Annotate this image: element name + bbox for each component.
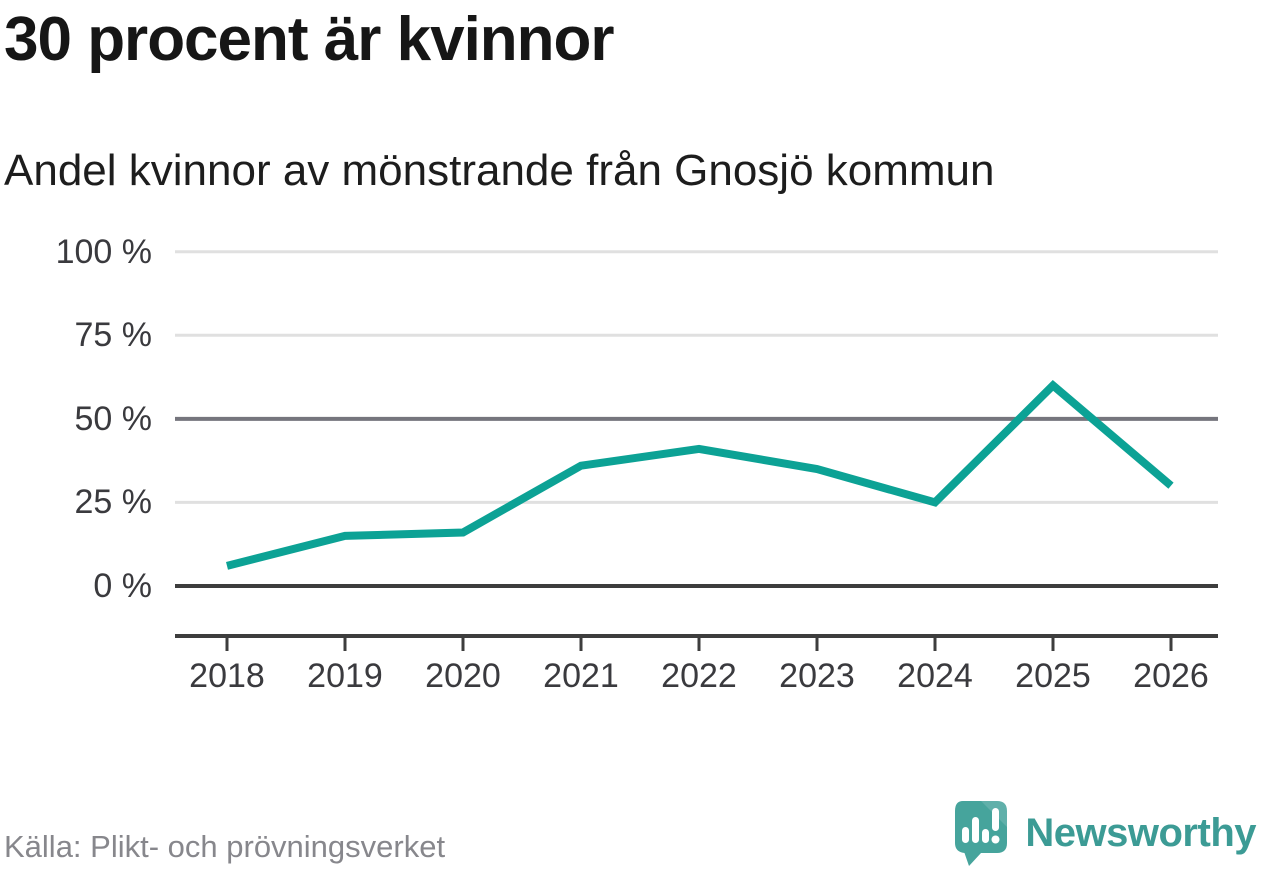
x-axis-tick-label: 2023: [779, 657, 855, 695]
page-title: 30 procent är kvinnor: [4, 5, 615, 74]
y-axis-tick-label: 100 %: [55, 232, 152, 271]
x-axis-tick-label: 2020: [425, 657, 501, 695]
y-axis-tick-label: 50 %: [74, 399, 153, 438]
chart-subtitle: Andel kvinnor av mönstrande från Gnosjö …: [4, 146, 995, 195]
x-axis-tick-label: 2018: [189, 657, 265, 695]
y-axis-tick-label: 75 %: [74, 316, 153, 355]
x-axis-tick-label: 2025: [1015, 657, 1091, 695]
y-axis-tick-label: 25 %: [74, 483, 153, 522]
brand-logo: Newsworthy: [947, 799, 1256, 867]
y-axis-tick-label: 0 %: [93, 567, 152, 605]
data-line-series: [226, 379, 1174, 570]
x-axis-tick-label: 2019: [307, 657, 383, 695]
x-axis-tick-label: 2021: [543, 657, 619, 695]
line-chart-canvas: [175, 250, 1218, 651]
newsworthy-bubble-chart-icon: [955, 801, 1008, 866]
source-caption: Källa: Plikt- och prövningsverket: [4, 829, 446, 864]
x-axis-tick-label: 2022: [661, 657, 737, 695]
x-axis-tick-label: 2024: [897, 657, 973, 695]
x-axis-tick-label: 2026: [1133, 657, 1209, 695]
brand-wordmark: Newsworthy: [1025, 810, 1256, 855]
